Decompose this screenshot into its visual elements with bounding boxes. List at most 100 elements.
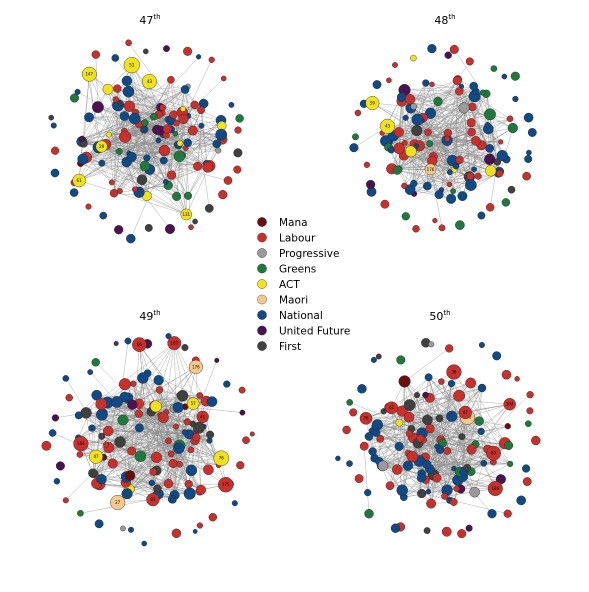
legislator-node-national <box>402 460 414 471</box>
network-edge <box>383 411 488 450</box>
legislator-node-labour <box>62 497 69 504</box>
legend-swatch <box>257 310 267 320</box>
legislator-node-national <box>128 112 141 125</box>
legislator-node-labour <box>188 224 194 230</box>
node-label: 175 <box>222 482 230 487</box>
network-edge <box>78 129 158 181</box>
legislator-node-labour <box>183 418 191 426</box>
legislator-node-national <box>394 441 404 451</box>
legislator-node-national <box>69 188 79 197</box>
node-label: 36 <box>451 369 457 374</box>
legend-item-maori: Maori <box>257 294 308 306</box>
network-edge <box>162 89 186 108</box>
legislator-node-labour <box>380 199 390 209</box>
network-edge <box>95 342 175 457</box>
legislator-node-labour <box>401 139 408 146</box>
legislator-node-labour <box>130 380 137 387</box>
legislator-node-labour <box>359 411 373 425</box>
legend-swatch <box>257 248 267 258</box>
legislator-node-national <box>512 95 519 103</box>
legislator-node-labour <box>109 188 119 198</box>
network-edge <box>194 104 210 209</box>
legislator-node-national <box>396 484 408 496</box>
legislator-node-labour <box>208 56 215 63</box>
legislator-node-progressive <box>377 460 389 472</box>
network-edge <box>452 93 487 161</box>
legislator-node-first <box>458 433 466 440</box>
legislator-node-labour <box>522 171 531 181</box>
legislator-node-national <box>196 54 202 60</box>
legislator-node-labour <box>455 155 464 165</box>
network-edge <box>444 417 468 497</box>
legislator-node-first <box>144 223 153 232</box>
legislator-node-labour <box>203 464 214 476</box>
legend-swatch <box>257 325 267 336</box>
legislator-node-national <box>137 372 149 384</box>
legislator-node-national <box>521 464 531 473</box>
legislator-node-national <box>198 122 205 129</box>
legislator-node-first <box>48 114 55 121</box>
legend-item-progressive: Progressive <box>257 248 339 260</box>
legislator-node-act <box>213 450 230 467</box>
network-edge <box>80 489 202 514</box>
network-panel-50: 50th1767618661478910436 <box>335 309 541 539</box>
network-edge <box>199 395 209 470</box>
node-label: 176 <box>192 364 200 369</box>
legislator-node-labour <box>85 203 92 210</box>
legislator-node-national <box>335 455 341 462</box>
legislator-node-greens <box>484 108 496 121</box>
legislator-node-national <box>141 540 147 547</box>
legend-swatch <box>257 279 267 289</box>
legend-swatch <box>257 217 267 227</box>
network-edge <box>429 452 494 470</box>
network-edge <box>154 343 175 407</box>
legislator-node-first <box>411 125 423 137</box>
network-edge <box>403 477 438 498</box>
panel-title: 50th <box>429 309 450 323</box>
legislator-node-national <box>170 497 177 504</box>
legislator-node-national <box>96 408 108 421</box>
legislator-node-first <box>176 390 189 402</box>
legislator-node-maori <box>110 495 126 511</box>
legislator-node-national <box>446 169 453 176</box>
legislator-node-national <box>87 369 94 375</box>
legislator-node-labour <box>125 39 132 47</box>
network-edge <box>427 419 502 480</box>
legislator-node-labour <box>91 50 101 59</box>
legislator-node-first <box>422 414 433 426</box>
network-edge <box>90 371 118 403</box>
network-edge <box>101 162 172 176</box>
legislator-node-first <box>375 353 382 360</box>
legislator-node-national <box>411 113 424 126</box>
network-edge <box>184 89 194 131</box>
legislator-node-labour <box>167 170 177 180</box>
legislator-node-labour <box>438 378 445 385</box>
legislator-node-national <box>212 139 222 149</box>
legislator-node-first <box>233 148 243 158</box>
network-edge <box>459 106 473 160</box>
legislator-node-labour <box>158 144 171 157</box>
legislator-node-national <box>180 85 190 94</box>
legislator-node-national <box>74 88 81 95</box>
legislator-node-labour <box>190 100 199 110</box>
network-edge <box>82 134 222 160</box>
legislator-node-greens <box>346 399 354 406</box>
network-edge <box>470 448 488 472</box>
legislator-node-national <box>159 156 168 165</box>
legislator-node-labour <box>526 407 534 415</box>
legislator-node-national <box>174 443 180 449</box>
legislator-node-national <box>185 464 198 476</box>
legislator-node-national <box>457 191 468 202</box>
legislator-node-united-future <box>92 101 104 114</box>
legislator-node-national <box>192 529 198 534</box>
network-edge <box>427 175 471 187</box>
legislator-node-national <box>410 179 418 188</box>
legislator-node-national <box>74 411 83 420</box>
legislator-node-labour <box>218 190 228 200</box>
legislator-node-national <box>111 396 123 408</box>
legislator-node-greens <box>401 212 410 221</box>
legislator-node-greens <box>433 96 443 107</box>
legislator-node-act <box>81 66 97 82</box>
legislator-node-act <box>485 165 497 177</box>
network-edge <box>478 387 483 422</box>
